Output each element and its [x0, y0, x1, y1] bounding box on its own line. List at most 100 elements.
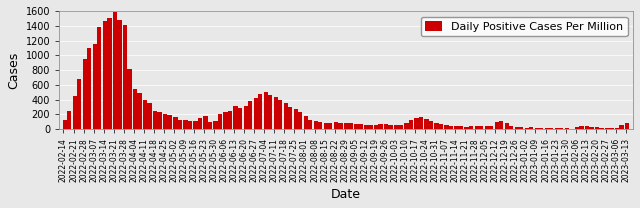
Bar [535, 128, 539, 129]
Bar [620, 125, 624, 129]
Bar [549, 128, 554, 129]
Bar [539, 128, 543, 129]
Bar [223, 112, 228, 129]
Bar [438, 124, 443, 129]
Bar [468, 126, 473, 129]
Bar [248, 101, 252, 129]
Bar [599, 128, 604, 129]
Bar [495, 122, 499, 129]
Bar [193, 121, 198, 129]
Bar [318, 122, 323, 129]
Bar [198, 118, 202, 129]
Bar [147, 103, 152, 129]
Bar [87, 48, 92, 129]
Bar [358, 124, 363, 129]
Bar [274, 97, 278, 129]
Bar [449, 125, 453, 129]
Bar [138, 93, 141, 129]
Bar [253, 98, 258, 129]
Bar [454, 126, 459, 129]
Bar [127, 69, 132, 129]
Bar [93, 44, 97, 129]
Legend: Daily Positive Cases Per Million: Daily Positive Cases Per Million [421, 16, 627, 36]
Bar [83, 59, 87, 129]
Bar [378, 124, 383, 129]
Bar [374, 125, 378, 129]
Bar [474, 126, 479, 129]
Bar [97, 27, 102, 129]
Bar [268, 95, 272, 129]
X-axis label: Date: Date [331, 188, 361, 201]
Bar [424, 119, 429, 129]
Bar [408, 120, 413, 129]
Bar [585, 126, 589, 129]
Bar [264, 92, 268, 129]
Bar [625, 123, 630, 129]
Bar [324, 123, 328, 129]
Bar [579, 125, 584, 129]
Bar [238, 108, 242, 129]
Bar [344, 123, 348, 129]
Bar [364, 125, 369, 129]
Bar [188, 121, 192, 129]
Bar [394, 125, 399, 129]
Bar [213, 121, 218, 129]
Bar [555, 128, 559, 129]
Bar [143, 100, 147, 129]
Bar [559, 128, 563, 129]
Bar [183, 120, 188, 129]
Bar [459, 126, 463, 129]
Bar [499, 121, 503, 129]
Bar [133, 89, 138, 129]
Bar [388, 125, 393, 129]
Bar [234, 106, 238, 129]
Bar [163, 114, 168, 129]
Bar [479, 126, 483, 129]
Bar [284, 103, 288, 129]
Bar [444, 125, 449, 129]
Bar [489, 125, 493, 129]
Bar [278, 100, 282, 129]
Bar [77, 79, 81, 129]
Bar [414, 118, 419, 129]
Bar [615, 128, 620, 129]
Bar [465, 127, 468, 129]
Bar [354, 124, 358, 129]
Bar [308, 120, 312, 129]
Bar [298, 112, 302, 129]
Bar [369, 125, 372, 129]
Bar [243, 106, 248, 129]
Bar [314, 121, 318, 129]
Bar [228, 111, 232, 129]
Bar [484, 126, 489, 129]
Bar [348, 123, 353, 129]
Bar [429, 121, 433, 129]
Bar [529, 127, 533, 129]
Bar [168, 115, 172, 129]
Bar [384, 124, 388, 129]
Bar [338, 123, 342, 129]
Bar [153, 111, 157, 129]
Bar [288, 107, 292, 129]
Bar [108, 18, 111, 129]
Bar [117, 20, 122, 129]
Bar [67, 111, 71, 129]
Bar [404, 123, 408, 129]
Bar [204, 116, 207, 129]
Bar [575, 127, 579, 129]
Bar [63, 120, 67, 129]
Bar [328, 123, 332, 129]
Bar [435, 123, 438, 129]
Bar [509, 125, 513, 129]
Bar [605, 128, 609, 129]
Bar [609, 128, 614, 129]
Bar [157, 112, 162, 129]
Bar [525, 128, 529, 129]
Bar [505, 123, 509, 129]
Bar [258, 94, 262, 129]
Bar [207, 122, 212, 129]
Bar [419, 117, 423, 129]
Bar [304, 116, 308, 129]
Bar [73, 96, 77, 129]
Bar [173, 117, 177, 129]
